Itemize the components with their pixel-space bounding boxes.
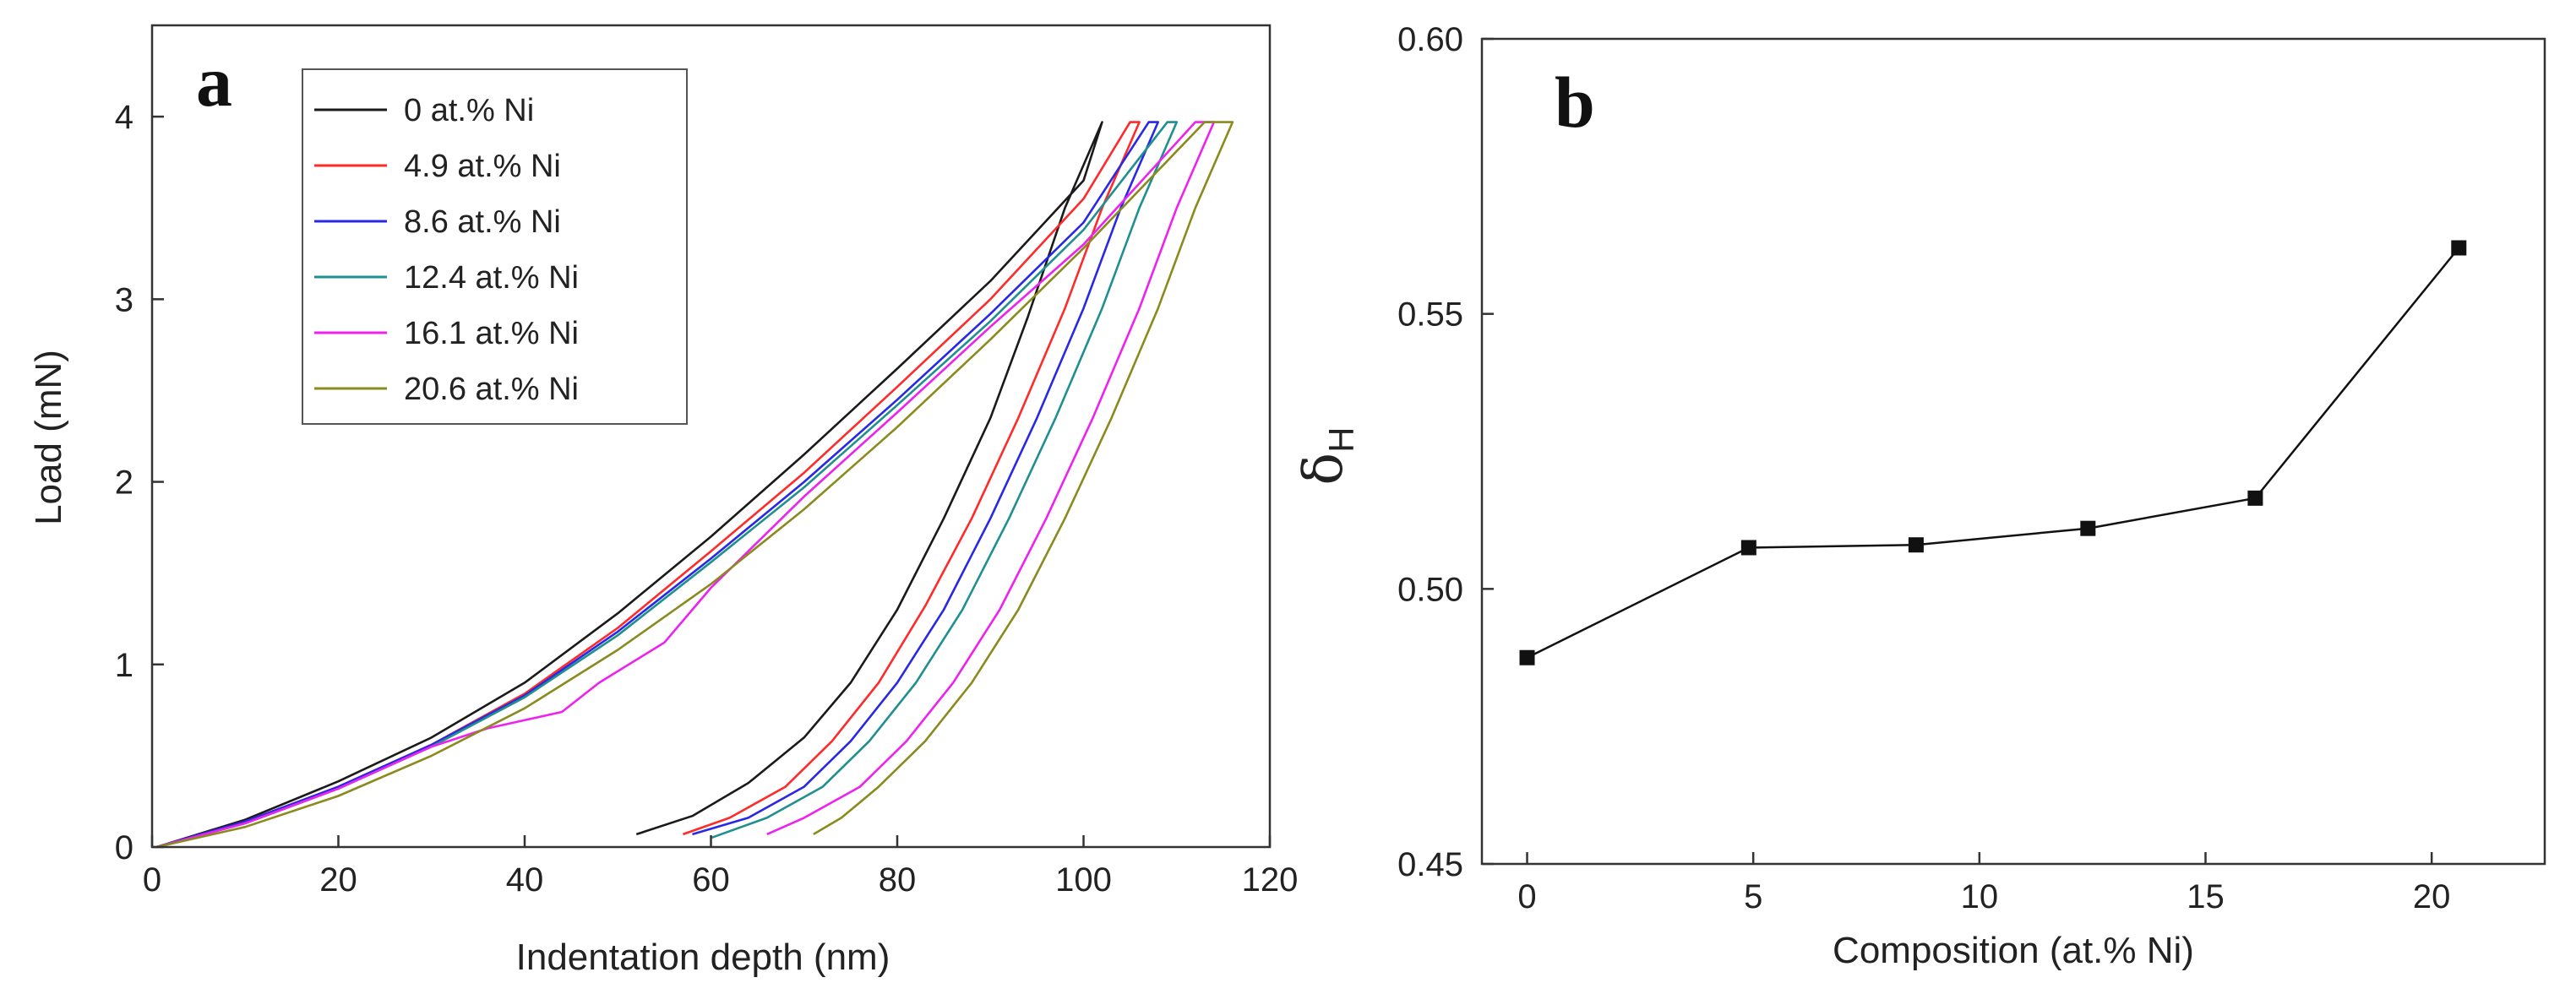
panel-b-x-axis-title: Composition (at.% Ni) <box>1833 930 2194 971</box>
panel-b-y-axis-subscript: H <box>1321 427 1361 453</box>
legend-entry: 8.6 at.% Ni <box>404 204 561 240</box>
y-tick-label: 3 <box>115 281 133 318</box>
data-point-marker <box>2080 520 2096 536</box>
y-tick-label: 0.45 <box>1397 846 1463 883</box>
panel-b-y-axis-title: δH <box>1293 427 1361 486</box>
y-tick-label: 0.50 <box>1397 571 1463 608</box>
panel-b-ticks: 0 5 10 15 20 0.45 0.50 0.55 0.60 <box>1397 21 2450 915</box>
y-tick-label: 4 <box>115 99 133 136</box>
legend-entry: 16.1 at.% Ni <box>404 316 579 351</box>
x-tick-label: 20 <box>2413 878 2451 915</box>
x-tick-label: 20 <box>319 861 357 899</box>
data-point-marker <box>1908 537 1924 553</box>
svg-text:δH: δH <box>1293 427 1361 486</box>
legend-entry: 20.6 at.% Ni <box>404 372 579 407</box>
panel-b-y-axis-symbol: δ <box>1293 453 1355 486</box>
data-point-marker <box>2451 240 2467 256</box>
panel-b-label: b <box>1555 62 1595 143</box>
y-tick-label: 0 <box>115 829 133 866</box>
legend-box <box>302 68 688 425</box>
legend-entry: 0 at.% Ni <box>404 93 534 128</box>
delta-h-line <box>1526 247 2460 659</box>
x-tick-label: 5 <box>1744 878 1762 915</box>
x-tick-label: 40 <box>506 861 544 899</box>
legend-entry: 4.9 at.% Ni <box>404 149 561 184</box>
legend-entry: 12.4 at.% Ni <box>404 260 579 296</box>
data-point-marker <box>1740 540 1756 556</box>
curve-12-4-at-ni <box>156 121 1179 849</box>
x-tick-label: 60 <box>692 861 730 899</box>
x-tick-label: 15 <box>2187 878 2225 915</box>
panel-a-ticks: 0 20 40 60 80 100 120 0 1 2 3 4 <box>115 99 1299 899</box>
panel-a-x-axis-title: Indentation depth (nm) <box>516 937 890 978</box>
panel-a-curves <box>156 121 1234 849</box>
panel-a-y-axis-title: Load (mN) <box>28 350 69 525</box>
x-tick-label: 120 <box>1242 861 1299 899</box>
y-tick-label: 1 <box>115 647 133 684</box>
y-tick-label: 2 <box>115 464 133 502</box>
panel-b-plot-frame <box>1480 37 2546 866</box>
x-tick-label: 0 <box>1517 878 1536 915</box>
curve-20-6-at-ni <box>156 121 1234 849</box>
x-tick-label: 80 <box>879 861 917 899</box>
y-tick-label: 0.60 <box>1397 21 1463 58</box>
x-tick-label: 0 <box>143 861 161 899</box>
panel-a-legend: 0 at.% Ni 4.9 at.% Ni 8.6 at.% Ni 12.4 at.%… <box>302 68 688 425</box>
curve-8-6-at-ni <box>156 121 1159 849</box>
data-point-marker <box>1519 649 1535 665</box>
x-tick-label: 10 <box>1961 878 1999 915</box>
panel-a-label: a <box>196 41 232 122</box>
panel-b-delta-h-chart: 0 5 10 15 20 0.45 0.50 0.55 0.60 b Composition (… <box>1293 21 2546 971</box>
y-tick-label: 0.55 <box>1397 296 1463 334</box>
panel-b-series <box>1519 240 2467 665</box>
curve-0-at-ni <box>156 121 1103 849</box>
data-point-marker <box>2247 490 2263 506</box>
panel-a-load-depth-chart: 0 20 40 60 80 100 120 0 1 2 3 4 a 0 at.% Ni 4.9 at.%… <box>28 24 1299 978</box>
x-tick-label: 100 <box>1055 861 1112 899</box>
